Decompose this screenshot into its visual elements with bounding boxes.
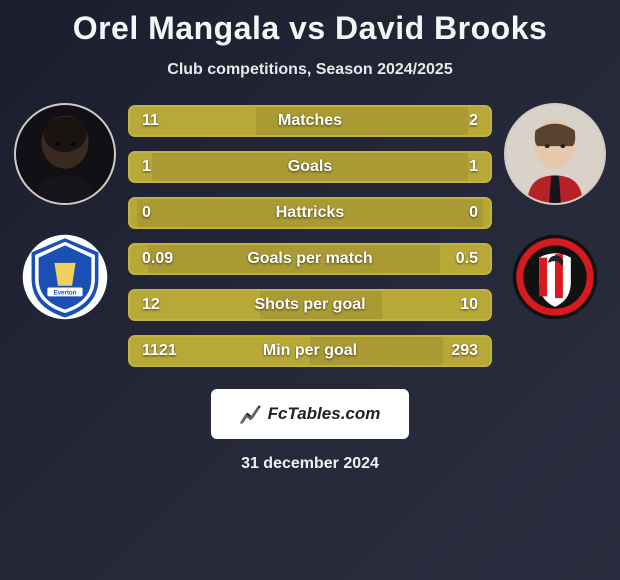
subtitle: Club competitions, Season 2024/2025	[10, 61, 610, 79]
footer-date: 31 december 2024	[10, 455, 610, 473]
stat-value-left: 0.09	[130, 250, 220, 268]
stat-bar: 0.09Goals per match0.5	[128, 243, 492, 275]
stat-label: Goals per match	[220, 250, 400, 268]
stat-value-right: 2	[400, 112, 490, 130]
stat-value-right: 0	[400, 204, 490, 222]
everton-crest-icon: Everton	[21, 233, 109, 321]
right-column	[500, 99, 610, 321]
stat-value-right: 10	[400, 296, 490, 314]
avatar-right-icon	[506, 105, 604, 203]
player-right-avatar	[504, 103, 606, 205]
stat-bar: 1121Min per goal293	[128, 335, 492, 367]
footer-site-badge: FcTables.com	[211, 389, 409, 439]
stat-value-left: 1	[130, 158, 220, 176]
stat-bar: 12Shots per goal10	[128, 289, 492, 321]
stat-bar: 1Goals1	[128, 151, 492, 183]
stat-label: Goals	[220, 158, 400, 176]
stat-bar: 0Hattricks0	[128, 197, 492, 229]
player-left-avatar	[14, 103, 116, 205]
stat-value-left: 1121	[130, 342, 220, 360]
stat-label: Min per goal	[220, 342, 400, 360]
left-column: Everton	[10, 99, 120, 321]
bournemouth-crest-icon	[511, 233, 599, 321]
page-title: Orel Mangala vs David Brooks	[10, 10, 610, 47]
avatar-left-icon	[16, 105, 114, 203]
stat-value-right: 1	[400, 158, 490, 176]
stat-value-left: 11	[130, 112, 220, 130]
stat-bar: 11Matches2	[128, 105, 492, 137]
club-left-crest: Everton	[21, 233, 109, 321]
footer-site-label: FcTables.com	[268, 404, 381, 424]
stat-value-right: 0.5	[400, 250, 490, 268]
stat-label: Shots per goal	[220, 296, 400, 314]
svg-text:Everton: Everton	[54, 290, 77, 297]
stat-value-left: 0	[130, 204, 220, 222]
stats-column: 11Matches21Goals10Hattricks00.09Goals pe…	[128, 99, 492, 367]
comparison-row: Everton 11Matches21Goals10Hattricks00.09…	[10, 99, 610, 367]
stat-value-left: 12	[130, 296, 220, 314]
chart-icon	[240, 403, 262, 425]
stat-label: Hattricks	[220, 204, 400, 222]
stat-label: Matches	[220, 112, 400, 130]
stat-value-right: 293	[400, 342, 490, 360]
club-right-crest	[511, 233, 599, 321]
